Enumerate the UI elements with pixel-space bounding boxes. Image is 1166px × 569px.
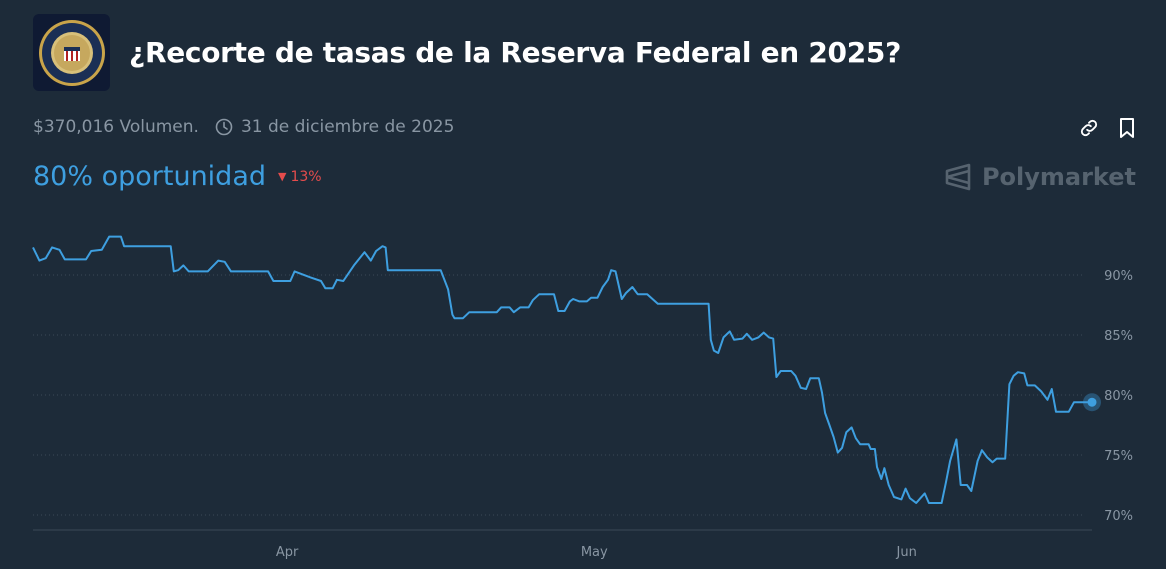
price-line xyxy=(32,235,1092,504)
chance-change: ▼ 13% xyxy=(278,169,322,185)
y-tick-label: 90% xyxy=(1104,269,1133,284)
current-point xyxy=(1087,397,1097,407)
polymarket-logo-icon xyxy=(945,163,971,191)
chance-change-value: 13% xyxy=(290,168,322,185)
market-meta: $370,016 Volumen. 31 de diciembre de 202… xyxy=(33,117,454,137)
x-tick-label: May xyxy=(581,545,608,560)
end-date-text: 31 de diciembre de 2025 xyxy=(240,117,455,137)
chance-value: 80% oportunidad xyxy=(33,161,267,192)
y-tick-label: 70% xyxy=(1104,509,1133,524)
y-tick-label: 75% xyxy=(1104,449,1133,464)
market-logo[interactable] xyxy=(33,14,110,91)
federal-reserve-seal-icon xyxy=(38,19,105,86)
chance-display: 80% oportunidad ▼ 13% xyxy=(33,161,322,192)
x-tick-label: Jun xyxy=(896,545,917,560)
market-actions xyxy=(1060,117,1136,139)
bookmark-icon[interactable] xyxy=(1118,117,1136,139)
brand-name: Polymarket xyxy=(981,163,1136,191)
y-tick-label: 80% xyxy=(1104,389,1133,404)
link-icon[interactable] xyxy=(1078,117,1100,139)
polymarket-watermark: Polymarket xyxy=(944,162,1136,192)
header: ¿Recorte de tasas de la Reserva Federal … xyxy=(33,14,901,91)
down-arrow-icon: ▼ xyxy=(278,170,287,183)
x-tick-label: Apr xyxy=(276,545,299,560)
clock-icon xyxy=(215,118,233,136)
page-title: ¿Recorte de tasas de la Reserva Federal … xyxy=(129,36,902,69)
y-tick-label: 85% xyxy=(1104,329,1133,344)
volume-text: $370,016 Volumen. xyxy=(33,117,199,137)
